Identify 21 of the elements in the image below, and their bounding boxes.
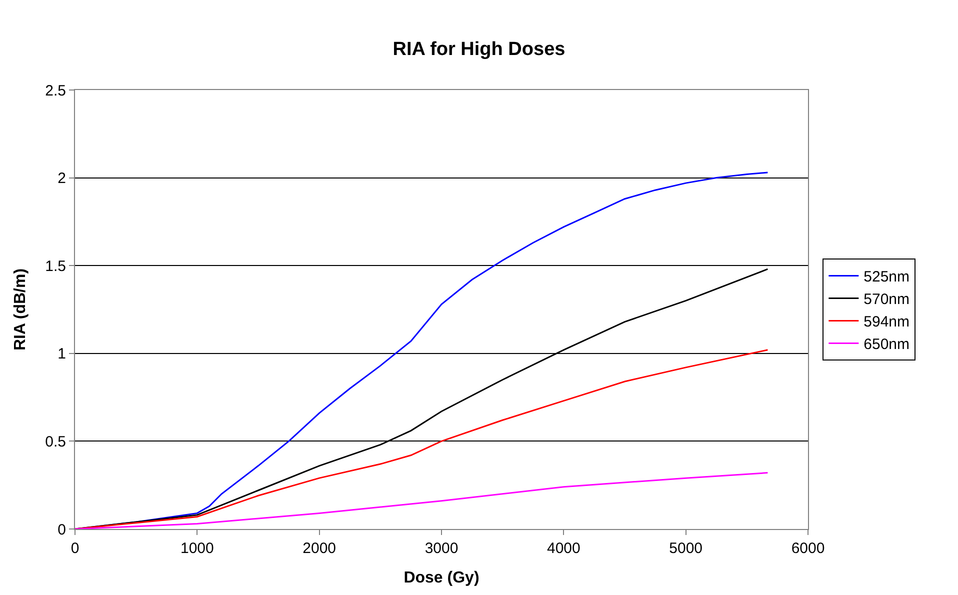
x-axis-title: Dose (Gy): [404, 570, 480, 587]
x-tick-label: 6000: [791, 540, 825, 557]
y-tick-label: 1: [58, 346, 66, 363]
chart-title: RIA for High Doses: [392, 38, 566, 60]
y-tick-label: 2.5: [45, 82, 66, 100]
y-tick-label: 0.5: [45, 433, 66, 450]
legend-label: 594nm: [864, 314, 910, 331]
y-tick-label: 0: [58, 521, 66, 538]
legend-label: 525nm: [864, 268, 910, 286]
y-tick-label: 1.5: [45, 258, 66, 275]
y-axis-title: RIA (dB/m): [12, 268, 30, 351]
x-tick-label: 1000: [180, 540, 214, 557]
x-tick-label: 4000: [546, 540, 580, 557]
x-tick-label: 3000: [424, 540, 458, 557]
legend-label: 650nm: [864, 336, 910, 354]
x-tick-label: 2000: [302, 540, 336, 557]
legend-label: 570nm: [864, 291, 910, 308]
y-tick-label: 2: [58, 170, 66, 188]
x-tick-label: 0: [70, 540, 80, 557]
line-series: [75, 472, 768, 529]
x-tick-label: 5000: [669, 540, 703, 557]
